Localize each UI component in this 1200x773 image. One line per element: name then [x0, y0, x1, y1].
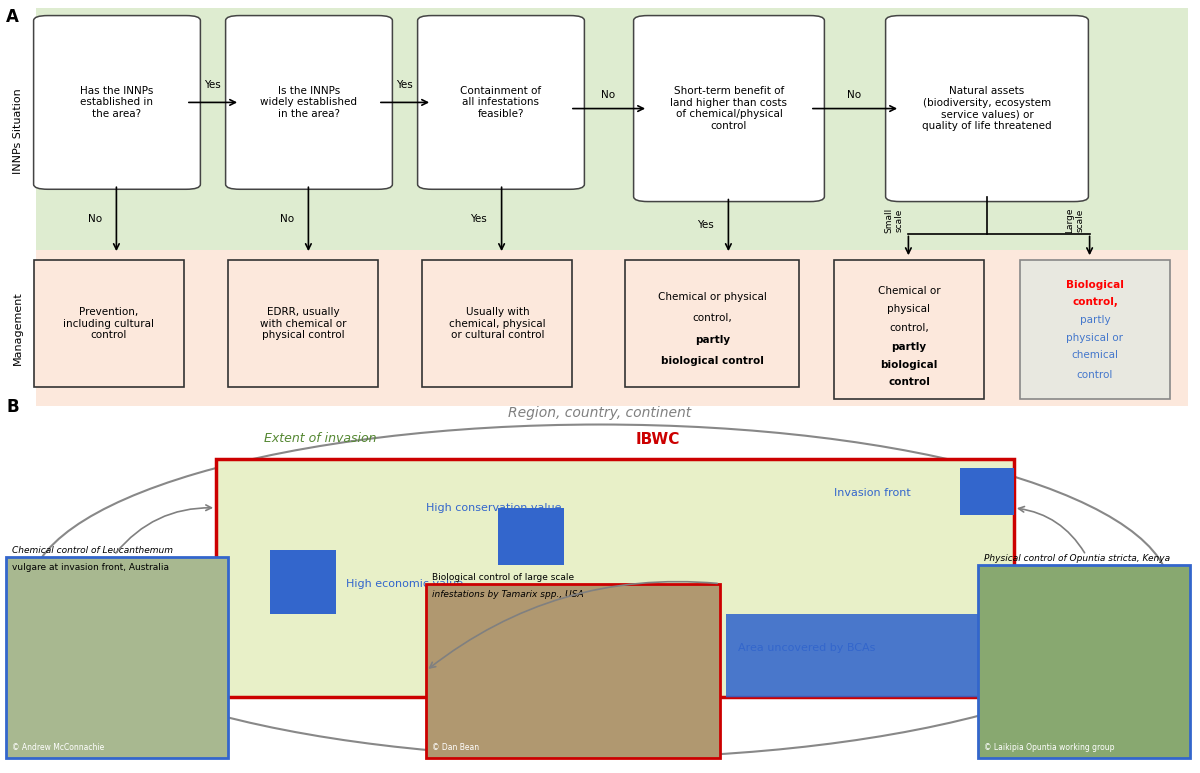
- Text: Containment of
all infestations
feasible?: Containment of all infestations feasible…: [461, 86, 541, 119]
- FancyBboxPatch shape: [1020, 261, 1170, 400]
- Text: partly: partly: [892, 342, 926, 352]
- Text: EDRR, usually
with chemical or
physical control: EDRR, usually with chemical or physical …: [259, 307, 347, 340]
- Text: Management: Management: [13, 291, 23, 365]
- Text: Yes: Yes: [204, 80, 221, 90]
- FancyBboxPatch shape: [226, 15, 392, 189]
- Text: No: No: [280, 214, 294, 224]
- Text: © Dan Bean: © Dan Bean: [432, 743, 479, 752]
- Text: control,: control,: [1072, 298, 1118, 308]
- FancyBboxPatch shape: [978, 564, 1190, 758]
- Text: Natural assets
(biodiversity, ecosystem
service values) or
quality of life threa: Natural assets (biodiversity, ecosystem …: [922, 86, 1052, 131]
- Text: Chemical or: Chemical or: [877, 286, 941, 296]
- Text: control: control: [888, 377, 930, 387]
- Text: biological: biological: [881, 359, 937, 369]
- FancyBboxPatch shape: [228, 261, 378, 387]
- Polygon shape: [726, 568, 1014, 697]
- Text: Yes: Yes: [396, 80, 413, 90]
- Text: Extent of invasion: Extent of invasion: [264, 432, 377, 445]
- Text: chemical: chemical: [1072, 350, 1118, 360]
- Text: IBWC: IBWC: [636, 432, 680, 447]
- Text: Invasion front: Invasion front: [834, 488, 911, 498]
- Text: Yes: Yes: [697, 220, 714, 230]
- Polygon shape: [726, 568, 1014, 614]
- Text: High conservation value: High conservation value: [426, 503, 562, 512]
- Text: Short-term benefit of
land higher than costs
of chemical/physical
control: Short-term benefit of land higher than c…: [671, 86, 787, 131]
- Text: infestations by Tamarix spp., USA: infestations by Tamarix spp., USA: [432, 590, 583, 599]
- Text: Chemical or physical: Chemical or physical: [658, 292, 767, 302]
- Text: High economic value: High economic value: [346, 579, 463, 588]
- Text: vulgare at invasion front, Australia: vulgare at invasion front, Australia: [12, 564, 169, 572]
- Text: control: control: [1076, 370, 1114, 380]
- Text: Biological control of large scale: Biological control of large scale: [432, 573, 574, 582]
- FancyBboxPatch shape: [625, 261, 799, 387]
- Text: Small
scale: Small scale: [884, 208, 904, 233]
- FancyBboxPatch shape: [422, 261, 572, 387]
- FancyBboxPatch shape: [960, 468, 1014, 516]
- Text: Large
scale: Large scale: [1066, 208, 1085, 233]
- Text: Biological: Biological: [1066, 280, 1124, 290]
- Text: Usually with
chemical, physical
or cultural control: Usually with chemical, physical or cultu…: [449, 307, 546, 340]
- FancyBboxPatch shape: [6, 557, 228, 758]
- Text: control,: control,: [889, 323, 929, 332]
- Text: control,: control,: [692, 312, 732, 322]
- Text: © Andrew McConnachie: © Andrew McConnachie: [12, 743, 104, 752]
- Text: Area uncovered by BCAs: Area uncovered by BCAs: [738, 643, 875, 653]
- FancyBboxPatch shape: [270, 550, 336, 614]
- FancyBboxPatch shape: [418, 15, 584, 189]
- FancyBboxPatch shape: [36, 9, 1188, 258]
- Text: © Laikipia Opuntia working group: © Laikipia Opuntia working group: [984, 743, 1115, 752]
- Text: physical: physical: [888, 305, 930, 315]
- Text: Physical control of Opuntia stricta, Kenya: Physical control of Opuntia stricta, Ken…: [984, 553, 1170, 563]
- Text: Yes: Yes: [470, 214, 487, 224]
- Text: No: No: [88, 214, 102, 224]
- FancyBboxPatch shape: [36, 250, 1188, 406]
- FancyBboxPatch shape: [216, 458, 1014, 697]
- Text: partly: partly: [1080, 315, 1110, 325]
- FancyBboxPatch shape: [498, 508, 564, 564]
- Text: B: B: [6, 398, 19, 416]
- Text: physical or: physical or: [1067, 332, 1123, 342]
- Text: Is the INNPs
widely established
in the area?: Is the INNPs widely established in the a…: [260, 86, 358, 119]
- Text: A: A: [6, 9, 19, 26]
- FancyBboxPatch shape: [34, 15, 200, 189]
- Text: partly: partly: [695, 335, 730, 345]
- Text: Chemical control of Leucanthemum: Chemical control of Leucanthemum: [12, 547, 173, 555]
- FancyBboxPatch shape: [426, 584, 720, 758]
- FancyBboxPatch shape: [34, 261, 184, 387]
- FancyBboxPatch shape: [634, 15, 824, 202]
- Text: Has the INNPs
established in
the area?: Has the INNPs established in the area?: [80, 86, 154, 119]
- FancyBboxPatch shape: [834, 261, 984, 400]
- Text: No: No: [601, 90, 616, 100]
- Text: biological control: biological control: [661, 356, 763, 366]
- Text: INNPs Situation: INNPs Situation: [13, 88, 23, 174]
- FancyBboxPatch shape: [886, 15, 1088, 202]
- Text: Region, country, continent: Region, country, continent: [509, 406, 691, 420]
- Text: Prevention,
including cultural
control: Prevention, including cultural control: [64, 307, 154, 340]
- Text: No: No: [847, 90, 862, 100]
